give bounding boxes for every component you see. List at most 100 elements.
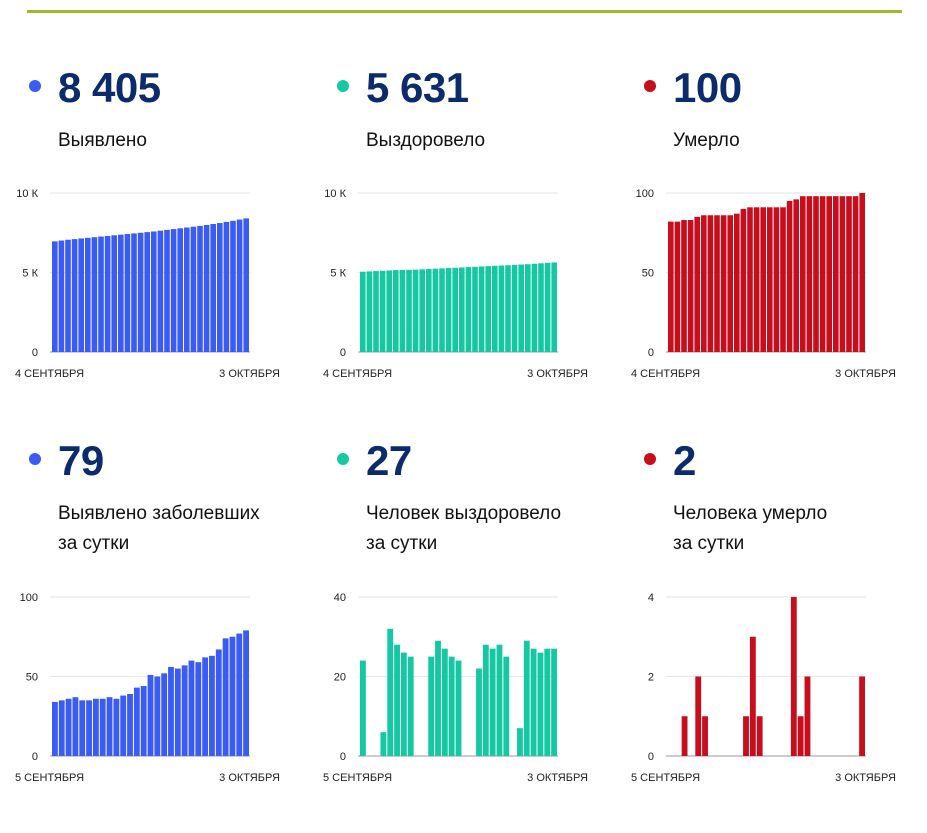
bar xyxy=(694,216,700,352)
bar xyxy=(498,265,505,352)
bar xyxy=(489,648,496,756)
bar xyxy=(360,271,366,352)
stat-label-line: Выявлено заболевших xyxy=(58,503,260,524)
bar xyxy=(174,668,181,756)
bar xyxy=(151,231,157,352)
stat-label: Человек выздоровело за сутки xyxy=(366,499,561,559)
bar xyxy=(826,196,832,352)
stat-value: 5 631 xyxy=(366,64,469,111)
bar xyxy=(380,732,387,756)
stat-label-line: Человека умерло xyxy=(673,503,828,524)
y-tick-label: 100 xyxy=(20,592,38,604)
y-tick-label: 5 К xyxy=(22,268,38,280)
bar xyxy=(800,196,806,352)
stat-label-line: Выздоровело xyxy=(366,130,486,151)
stat-label-line: за сутки xyxy=(673,533,745,554)
top-accent-line xyxy=(27,10,902,13)
bar xyxy=(448,656,455,757)
stat-label: Выявлено xyxy=(58,126,147,156)
bar xyxy=(210,224,216,352)
stat-label: Человека умерло за сутки xyxy=(673,499,827,559)
bar xyxy=(767,207,773,352)
bar xyxy=(846,196,852,352)
bar xyxy=(743,716,749,756)
x-start-label: 5 СЕНТЯБРЯ xyxy=(15,772,84,784)
bar xyxy=(65,239,71,352)
bar xyxy=(124,234,131,352)
bar xyxy=(222,638,229,756)
bar xyxy=(445,268,452,352)
bar xyxy=(215,649,222,756)
bar xyxy=(793,199,799,352)
x-start-label: 4 СЕНТЯБРЯ xyxy=(323,368,392,380)
bar xyxy=(701,215,707,352)
bar xyxy=(164,229,170,352)
bar xyxy=(71,239,78,352)
stat-label: Умерло xyxy=(673,126,740,156)
bar xyxy=(203,224,210,352)
bar xyxy=(154,676,161,756)
y-tick-label: 50 xyxy=(642,268,654,280)
bar xyxy=(400,652,407,756)
bar xyxy=(786,200,793,352)
y-tick-label: 40 xyxy=(334,592,346,604)
bar xyxy=(551,648,557,756)
bar xyxy=(393,270,399,352)
bar xyxy=(236,633,243,756)
blue-dot-icon xyxy=(29,80,41,92)
bar xyxy=(674,221,681,352)
bar xyxy=(797,716,804,756)
bar xyxy=(734,213,740,352)
bar xyxy=(79,700,86,756)
bar xyxy=(131,233,137,352)
bar xyxy=(859,676,865,756)
stat-value: 8 405 xyxy=(58,64,161,111)
bar xyxy=(530,648,537,756)
y-tick-label: 0 xyxy=(648,751,654,763)
blue-dot-icon xyxy=(29,453,41,465)
bar xyxy=(517,728,523,756)
bar xyxy=(195,662,202,756)
bar xyxy=(52,701,58,756)
bar xyxy=(243,630,249,756)
x-start-label: 5 СЕНТЯБРЯ xyxy=(323,772,392,784)
bar xyxy=(747,207,753,352)
bar-chart-deaths-daily: 0 2 4 5 СЕНТЯБРЯ 3 ОКТЯБРЯ xyxy=(631,592,896,784)
bar xyxy=(681,220,687,352)
bar xyxy=(168,666,174,756)
bar xyxy=(91,237,98,352)
bar xyxy=(92,698,99,756)
bar xyxy=(780,207,786,352)
bar xyxy=(749,636,756,756)
stat-label-line: Человек выздоровело xyxy=(366,503,562,524)
bar xyxy=(452,267,458,352)
y-tick-label: 100 xyxy=(636,188,654,200)
bar xyxy=(137,232,144,352)
bar xyxy=(161,673,168,756)
bar xyxy=(702,716,708,756)
bar-chart-detected-total: 0 5 К 10 К 4 СЕНТЯБРЯ 3 ОКТЯБРЯ xyxy=(15,188,280,380)
bar xyxy=(184,227,190,352)
red-dot-icon xyxy=(644,80,656,92)
stat-label-line: за сутки xyxy=(366,533,438,554)
bar-chart-detected-daily: 0 50 100 5 СЕНТЯБРЯ 3 ОКТЯБРЯ xyxy=(15,592,280,784)
bar xyxy=(551,262,557,352)
bar xyxy=(188,660,195,756)
stat-value: 27 xyxy=(366,437,412,484)
bar xyxy=(773,207,780,352)
bar xyxy=(492,265,498,352)
x-end-label: 3 ОКТЯБРЯ xyxy=(527,772,588,784)
bar xyxy=(707,215,714,352)
bar xyxy=(668,221,674,352)
bar xyxy=(106,697,113,756)
bar xyxy=(170,229,177,352)
stat-card-detected-daily: 79 Выявлено заболевших за сутки xyxy=(27,433,327,833)
bar xyxy=(223,221,230,352)
stat-value: 2 xyxy=(673,437,696,484)
bar xyxy=(118,234,124,352)
y-tick-label: 20 xyxy=(334,672,346,684)
bar xyxy=(399,269,406,352)
bar xyxy=(140,686,147,756)
y-tick-label: 0 xyxy=(648,347,654,359)
y-tick-label: 10 К xyxy=(324,188,346,200)
